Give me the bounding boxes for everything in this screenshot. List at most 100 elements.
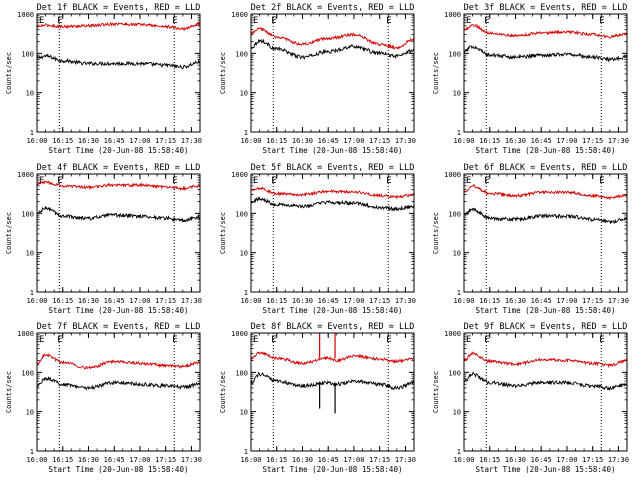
event-marker-label: E — [39, 16, 44, 26]
y-tick-label: 1 — [457, 129, 461, 137]
x-tick-label: 17:00 — [556, 137, 577, 145]
x-tick-label: 17:15 — [155, 297, 176, 305]
x-axis-label: Start Time (20-Jun-08 15:58:40) — [49, 146, 189, 155]
event-marker-label: E — [57, 335, 62, 345]
y-tick-label: 10 — [240, 90, 248, 98]
y-tick-label: 10 — [453, 90, 461, 98]
x-axis-label: Start Time (20-Jun-08 15:58:40) — [263, 306, 403, 315]
y-tick-label: 1 — [30, 129, 34, 137]
plot-frame — [463, 13, 628, 133]
series-lld-red — [463, 351, 628, 369]
y-tick-label: 1 — [244, 289, 248, 297]
plot-frame — [250, 13, 415, 133]
y-axis-label: Counts/sec — [219, 371, 227, 413]
x-tick-label: 17:00 — [343, 456, 364, 464]
event-marker-label: E — [386, 335, 391, 345]
y-tick-label: 10 — [240, 250, 248, 258]
x-tick-label: 16:30 — [505, 456, 526, 464]
event-marker-label: E — [484, 176, 489, 186]
chart-title: Det 7f BLACK = Events, RED = LLD — [37, 322, 201, 332]
event-marker-label: E — [39, 176, 44, 186]
x-tick-label: 17:00 — [129, 456, 150, 464]
x-tick-label: 16:45 — [104, 137, 125, 145]
x-tick-label: 16:45 — [318, 137, 339, 145]
series-events-black — [250, 371, 415, 391]
y-tick-label: 1000 — [231, 330, 248, 338]
x-tick-label: 16:45 — [104, 297, 125, 305]
event-marker-label: E — [484, 335, 489, 345]
event-marker-label: E — [271, 16, 276, 26]
series-lld-red — [463, 184, 628, 201]
x-tick-label: 17:30 — [181, 456, 202, 464]
y-axis-label: Counts/sec — [432, 212, 440, 254]
x-tick-label: 17:15 — [155, 137, 176, 145]
series-lld-red — [36, 352, 201, 370]
x-tick-label: 17:00 — [343, 137, 364, 145]
y-tick-label: 1000 — [17, 330, 34, 338]
series-events-black — [36, 53, 200, 70]
x-tick-label: 16:30 — [78, 137, 99, 145]
series-events-black — [36, 376, 201, 391]
y-axis-label: Counts/sec — [432, 52, 440, 94]
event-marker-label: E — [271, 335, 276, 345]
series-events-black — [463, 45, 628, 63]
y-axis-label: Counts/sec — [432, 371, 440, 413]
chart-panel-9: Det 9f BLACK = Events, RED = LLD Counts/s… — [432, 322, 629, 474]
chart-title: Det 4f BLACK = Events, RED = LLD — [37, 163, 201, 173]
x-tick-label: 16:45 — [531, 137, 552, 145]
x-tick-label: 16:45 — [318, 297, 339, 305]
event-marker-label: E — [466, 16, 471, 26]
y-axis-label: Counts/sec — [5, 371, 13, 413]
plot-frame — [463, 332, 628, 452]
x-tick-label: 17:00 — [129, 137, 150, 145]
event-marker-label: E — [386, 176, 391, 186]
y-tick-label: 10 — [240, 409, 248, 417]
x-tick-label: 17:00 — [556, 297, 577, 305]
x-tick-label: 16:30 — [78, 297, 99, 305]
x-axis-label: Start Time (20-Jun-08 15:58:40) — [263, 465, 403, 474]
chart-title: Det 1f BLACK = Events, RED = LLD — [37, 3, 201, 13]
y-tick-label: 1000 — [444, 330, 461, 338]
x-tick-label: 16:15 — [479, 137, 500, 145]
plot-frame — [463, 173, 628, 293]
y-tick-label: 1 — [244, 448, 248, 456]
x-tick-label: 16:15 — [266, 137, 287, 145]
event-marker-label: E — [271, 176, 276, 186]
x-tick-label: 17:30 — [181, 137, 202, 145]
x-tick-label: 16:45 — [318, 456, 339, 464]
y-tick-label: 10 — [26, 409, 34, 417]
series-events-black — [463, 371, 627, 391]
series-lld-red — [36, 180, 201, 192]
event-marker-label: E — [172, 335, 177, 345]
event-marker-label: E — [39, 335, 44, 345]
x-axis-label: Start Time (20-Jun-08 15:58:40) — [263, 146, 403, 155]
chart-panel-7: Det 7f BLACK = Events, RED = LLD Counts/s… — [5, 322, 202, 474]
plot-frame — [36, 332, 201, 452]
x-tick-label: 16:15 — [266, 297, 287, 305]
x-axis-label: Start Time (20-Jun-08 15:58:40) — [49, 465, 189, 474]
chart-title: Det 2f BLACK = Events, RED = LLD — [251, 3, 415, 13]
plot-frame — [250, 173, 415, 293]
y-tick-label: 100 — [235, 50, 248, 58]
y-tick-label: 1000 — [444, 171, 461, 179]
x-tick-label: 16:45 — [531, 297, 552, 305]
y-axis-label: Counts/sec — [5, 52, 13, 94]
event-marker-label: E — [599, 16, 604, 26]
event-marker-label: E — [253, 16, 258, 26]
chart-panel-4: Det 4f BLACK = Events, RED = LLD Counts/s… — [5, 163, 202, 315]
y-tick-label: 1 — [30, 289, 34, 297]
x-tick-label: 16:15 — [479, 456, 500, 464]
chart-title: Det 3f BLACK = Events, RED = LLD — [464, 3, 628, 13]
event-marker-label: E — [599, 335, 604, 345]
chart-panel-6: Det 6f BLACK = Events, RED = LLD Counts/s… — [432, 163, 629, 315]
x-tick-label: 16:15 — [52, 137, 73, 145]
x-tick-label: 16:00 — [26, 297, 47, 305]
y-tick-label: 100 — [21, 369, 34, 377]
series-lld-red — [37, 20, 201, 31]
event-marker-label: E — [466, 335, 471, 345]
x-axis-label: Start Time (20-Jun-08 15:58:40) — [476, 146, 616, 155]
x-tick-label: 17:15 — [582, 137, 603, 145]
event-marker-label: E — [386, 16, 391, 26]
y-tick-label: 100 — [21, 210, 34, 218]
event-marker-label: E — [466, 176, 471, 186]
